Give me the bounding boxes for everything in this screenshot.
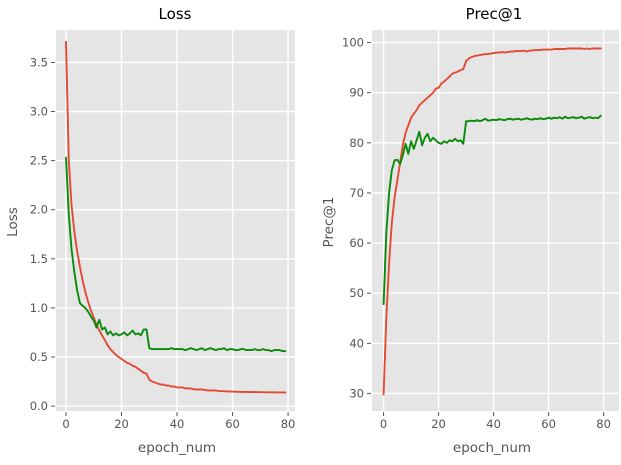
loss-yaxis-label: Loss [5,207,21,237]
y-tick-label: 3.0 [30,105,48,119]
prec1-plot-area: 30 40 50 60 70 80 90 100 0 20 40 60 80 [342,30,619,431]
x-tick-label: 40 [486,417,501,431]
y-tick-label: 60 [349,236,364,250]
loss-chart-title: Loss [159,5,192,23]
red-loss-line [65,40,287,394]
y-tick-label: 90 [349,86,364,100]
prec1-yaxis-label: Prec@1 [321,197,337,248]
y-tick-label: 1.0 [30,301,48,315]
x-tick-label: 40 [170,417,185,431]
x-tick-label: 60 [541,417,556,431]
x-tick-label: 0 [62,417,69,431]
y-tick-label: 80 [349,136,364,150]
red-prec1-line [382,47,602,396]
prec1-chart-title: Prec@1 [466,5,523,23]
y-tick-label: 0.0 [30,399,48,413]
loss-xaxis-label: epoch_num [138,440,216,456]
y-tick-label: 40 [349,336,364,350]
prec1-xaxis-label: epoch_num [453,440,531,456]
x-tick-label: 60 [225,417,240,431]
y-tick-label: 0.5 [30,350,48,364]
plot-background [372,30,619,411]
green-loss-line [65,156,287,353]
y-tick-label: 2.5 [30,154,48,168]
y-tick-label: 30 [349,386,364,400]
x-tick-label: 80 [281,417,296,431]
y-tick-label: 2.0 [30,203,48,217]
x-tick-label: 20 [114,417,129,431]
prec1-panel: 30 40 50 60 70 80 90 100 0 20 40 60 80 Prec@1 epoch_… [321,5,619,456]
y-tick-label: 70 [349,186,364,200]
green-prec1-line [382,114,602,306]
y-tick-label: 3.5 [30,55,48,69]
loss-panel: 0.0 0.5 1.0 1.5 2.0 2.5 3.0 3.5 0 20 40 60 80 Loss e… [5,5,295,456]
x-tick-label: 80 [596,417,611,431]
y-tick-label: 1.5 [30,252,48,266]
loss-plot-area: 0.0 0.5 1.0 1.5 2.0 2.5 3.0 3.5 0 20 40 60 80 [30,30,296,431]
y-tick-label: 50 [349,286,364,300]
plot-background [56,30,295,411]
x-tick-label: 20 [431,417,446,431]
x-tick-label: 0 [380,417,387,431]
y-tick-label: 100 [342,36,364,50]
